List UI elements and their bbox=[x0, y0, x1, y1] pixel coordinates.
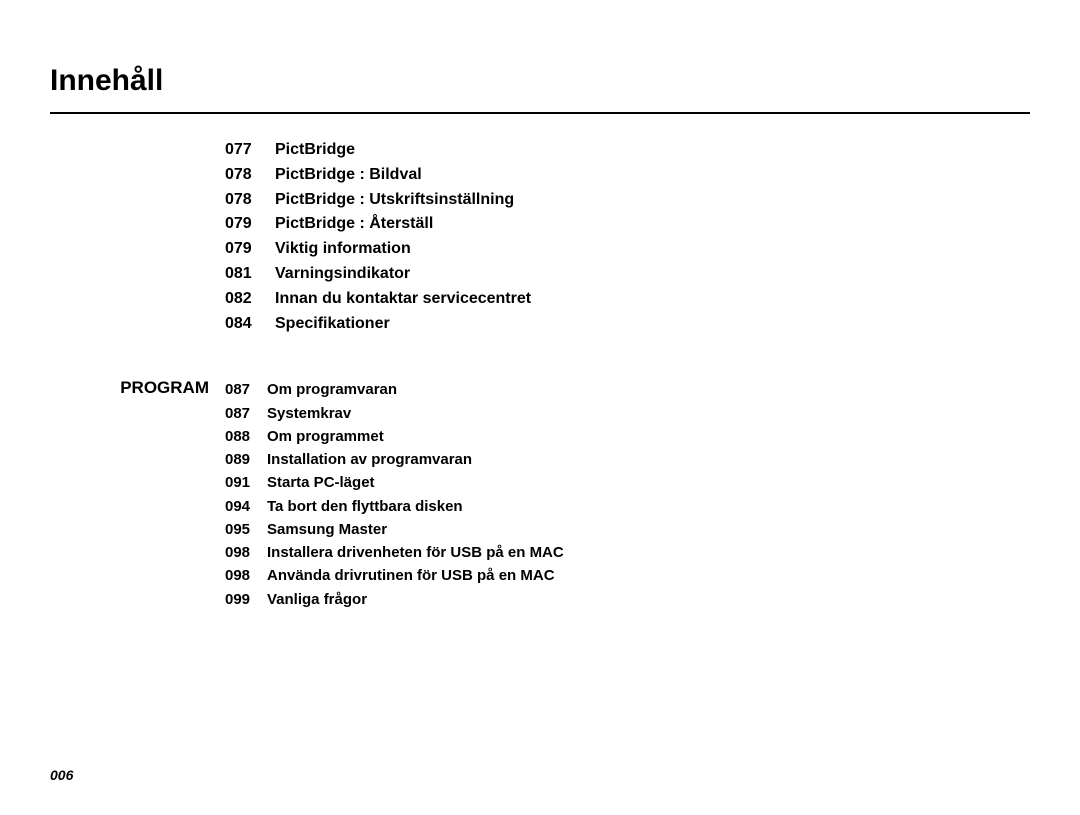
toc-page-num: 088 bbox=[225, 425, 263, 448]
toc-page-num: 087 bbox=[225, 402, 263, 425]
toc-entry-title: Systemkrav bbox=[267, 402, 1030, 425]
toc-page-num: 081 bbox=[225, 262, 267, 287]
toc-entry: 088Om programmet bbox=[225, 425, 1030, 448]
toc-page-num: 091 bbox=[225, 471, 263, 494]
toc-section: 077 PictBridge 078 PictBridge : Bildval 07… bbox=[50, 138, 1030, 336]
document-page: Innehåll 077 PictBridge 078 PictBridge : B… bbox=[0, 0, 1080, 815]
section-gap bbox=[50, 336, 1030, 378]
toc-entry: 079 PictBridge : Återställ bbox=[225, 212, 1030, 237]
toc-entry-title: Om programvaran bbox=[267, 378, 1030, 401]
toc-page-num: 077 bbox=[225, 138, 267, 163]
toc-page-num: 094 bbox=[225, 495, 263, 518]
section-label-col: PROGRAM bbox=[50, 378, 225, 611]
toc-page-num: 084 bbox=[225, 312, 267, 337]
toc-page-num: 089 bbox=[225, 448, 263, 471]
toc-entry-title: Använda drivrutinen för USB på en MAC bbox=[267, 564, 1030, 587]
toc-entry-title: Innan du kontaktar servicecentret bbox=[275, 287, 1030, 312]
toc-entry: 078 PictBridge : Utskriftsinställning bbox=[225, 188, 1030, 213]
toc-entry: 077 PictBridge bbox=[225, 138, 1030, 163]
toc-entry: 099Vanliga frågor bbox=[225, 588, 1030, 611]
toc-page-num: 079 bbox=[225, 237, 267, 262]
page-title: Innehåll bbox=[50, 64, 1030, 104]
toc-entry: 091Starta PC-läget bbox=[225, 471, 1030, 494]
toc-entry-title: PictBridge : Bildval bbox=[275, 163, 1030, 188]
toc-entry-title: Om programmet bbox=[267, 425, 1030, 448]
toc-entry: 098Installera drivenheten för USB på en … bbox=[225, 541, 1030, 564]
toc-entry-title: Installera drivenheten för USB på en MAC bbox=[267, 541, 1030, 564]
toc-entry-title: Samsung Master bbox=[267, 518, 1030, 541]
toc-entries: 077 PictBridge 078 PictBridge : Bildval 07… bbox=[225, 138, 1030, 336]
toc-entry-title: Varningsindikator bbox=[275, 262, 1030, 287]
toc-entry: 082 Innan du kontaktar servicecentret bbox=[225, 287, 1030, 312]
toc-section: PROGRAM 087Om programvaran 087Systemkrav… bbox=[50, 378, 1030, 611]
title-underline bbox=[50, 112, 1030, 114]
toc-entry: 095Samsung Master bbox=[225, 518, 1030, 541]
toc-entry: 087Systemkrav bbox=[225, 402, 1030, 425]
toc-page-num: 079 bbox=[225, 212, 267, 237]
toc-entry: 098Använda drivrutinen för USB på en MAC bbox=[225, 564, 1030, 587]
toc-entry: 084 Specifikationer bbox=[225, 312, 1030, 337]
toc-entry-title: PictBridge : Återställ bbox=[275, 212, 1030, 237]
toc-entry: 079 Viktig information bbox=[225, 237, 1030, 262]
toc-entry-title: PictBridge bbox=[275, 138, 1030, 163]
toc-entry-title: Vanliga frågor bbox=[267, 588, 1030, 611]
toc-entry: 094Ta bort den flyttbara disken bbox=[225, 495, 1030, 518]
toc-page-num: 098 bbox=[225, 564, 263, 587]
section-label: PROGRAM bbox=[120, 378, 209, 397]
toc-entry-title: Ta bort den flyttbara disken bbox=[267, 495, 1030, 518]
toc-entry: 089Installation av programvaran bbox=[225, 448, 1030, 471]
toc-page-num: 099 bbox=[225, 588, 263, 611]
page-number: 006 bbox=[50, 767, 73, 783]
toc-page-num: 082 bbox=[225, 287, 267, 312]
toc-entry-title: Specifikationer bbox=[275, 312, 1030, 337]
toc-entry-title: PictBridge : Utskriftsinställning bbox=[275, 188, 1030, 213]
toc-entry-title: Viktig information bbox=[275, 237, 1030, 262]
toc-entry: 087Om programvaran bbox=[225, 378, 1030, 401]
section-label-col bbox=[50, 138, 225, 336]
toc-entry-title: Installation av programvaran bbox=[267, 448, 1030, 471]
toc-entry: 081 Varningsindikator bbox=[225, 262, 1030, 287]
toc-entry: 078 PictBridge : Bildval bbox=[225, 163, 1030, 188]
toc-entry-title: Starta PC-läget bbox=[267, 471, 1030, 494]
toc-page-num: 087 bbox=[225, 378, 263, 401]
toc-page-num: 078 bbox=[225, 163, 267, 188]
toc-page-num: 078 bbox=[225, 188, 267, 213]
toc-page-num: 095 bbox=[225, 518, 263, 541]
toc-page-num: 098 bbox=[225, 541, 263, 564]
toc-entries: 087Om programvaran 087Systemkrav 088Om p… bbox=[225, 378, 1030, 611]
